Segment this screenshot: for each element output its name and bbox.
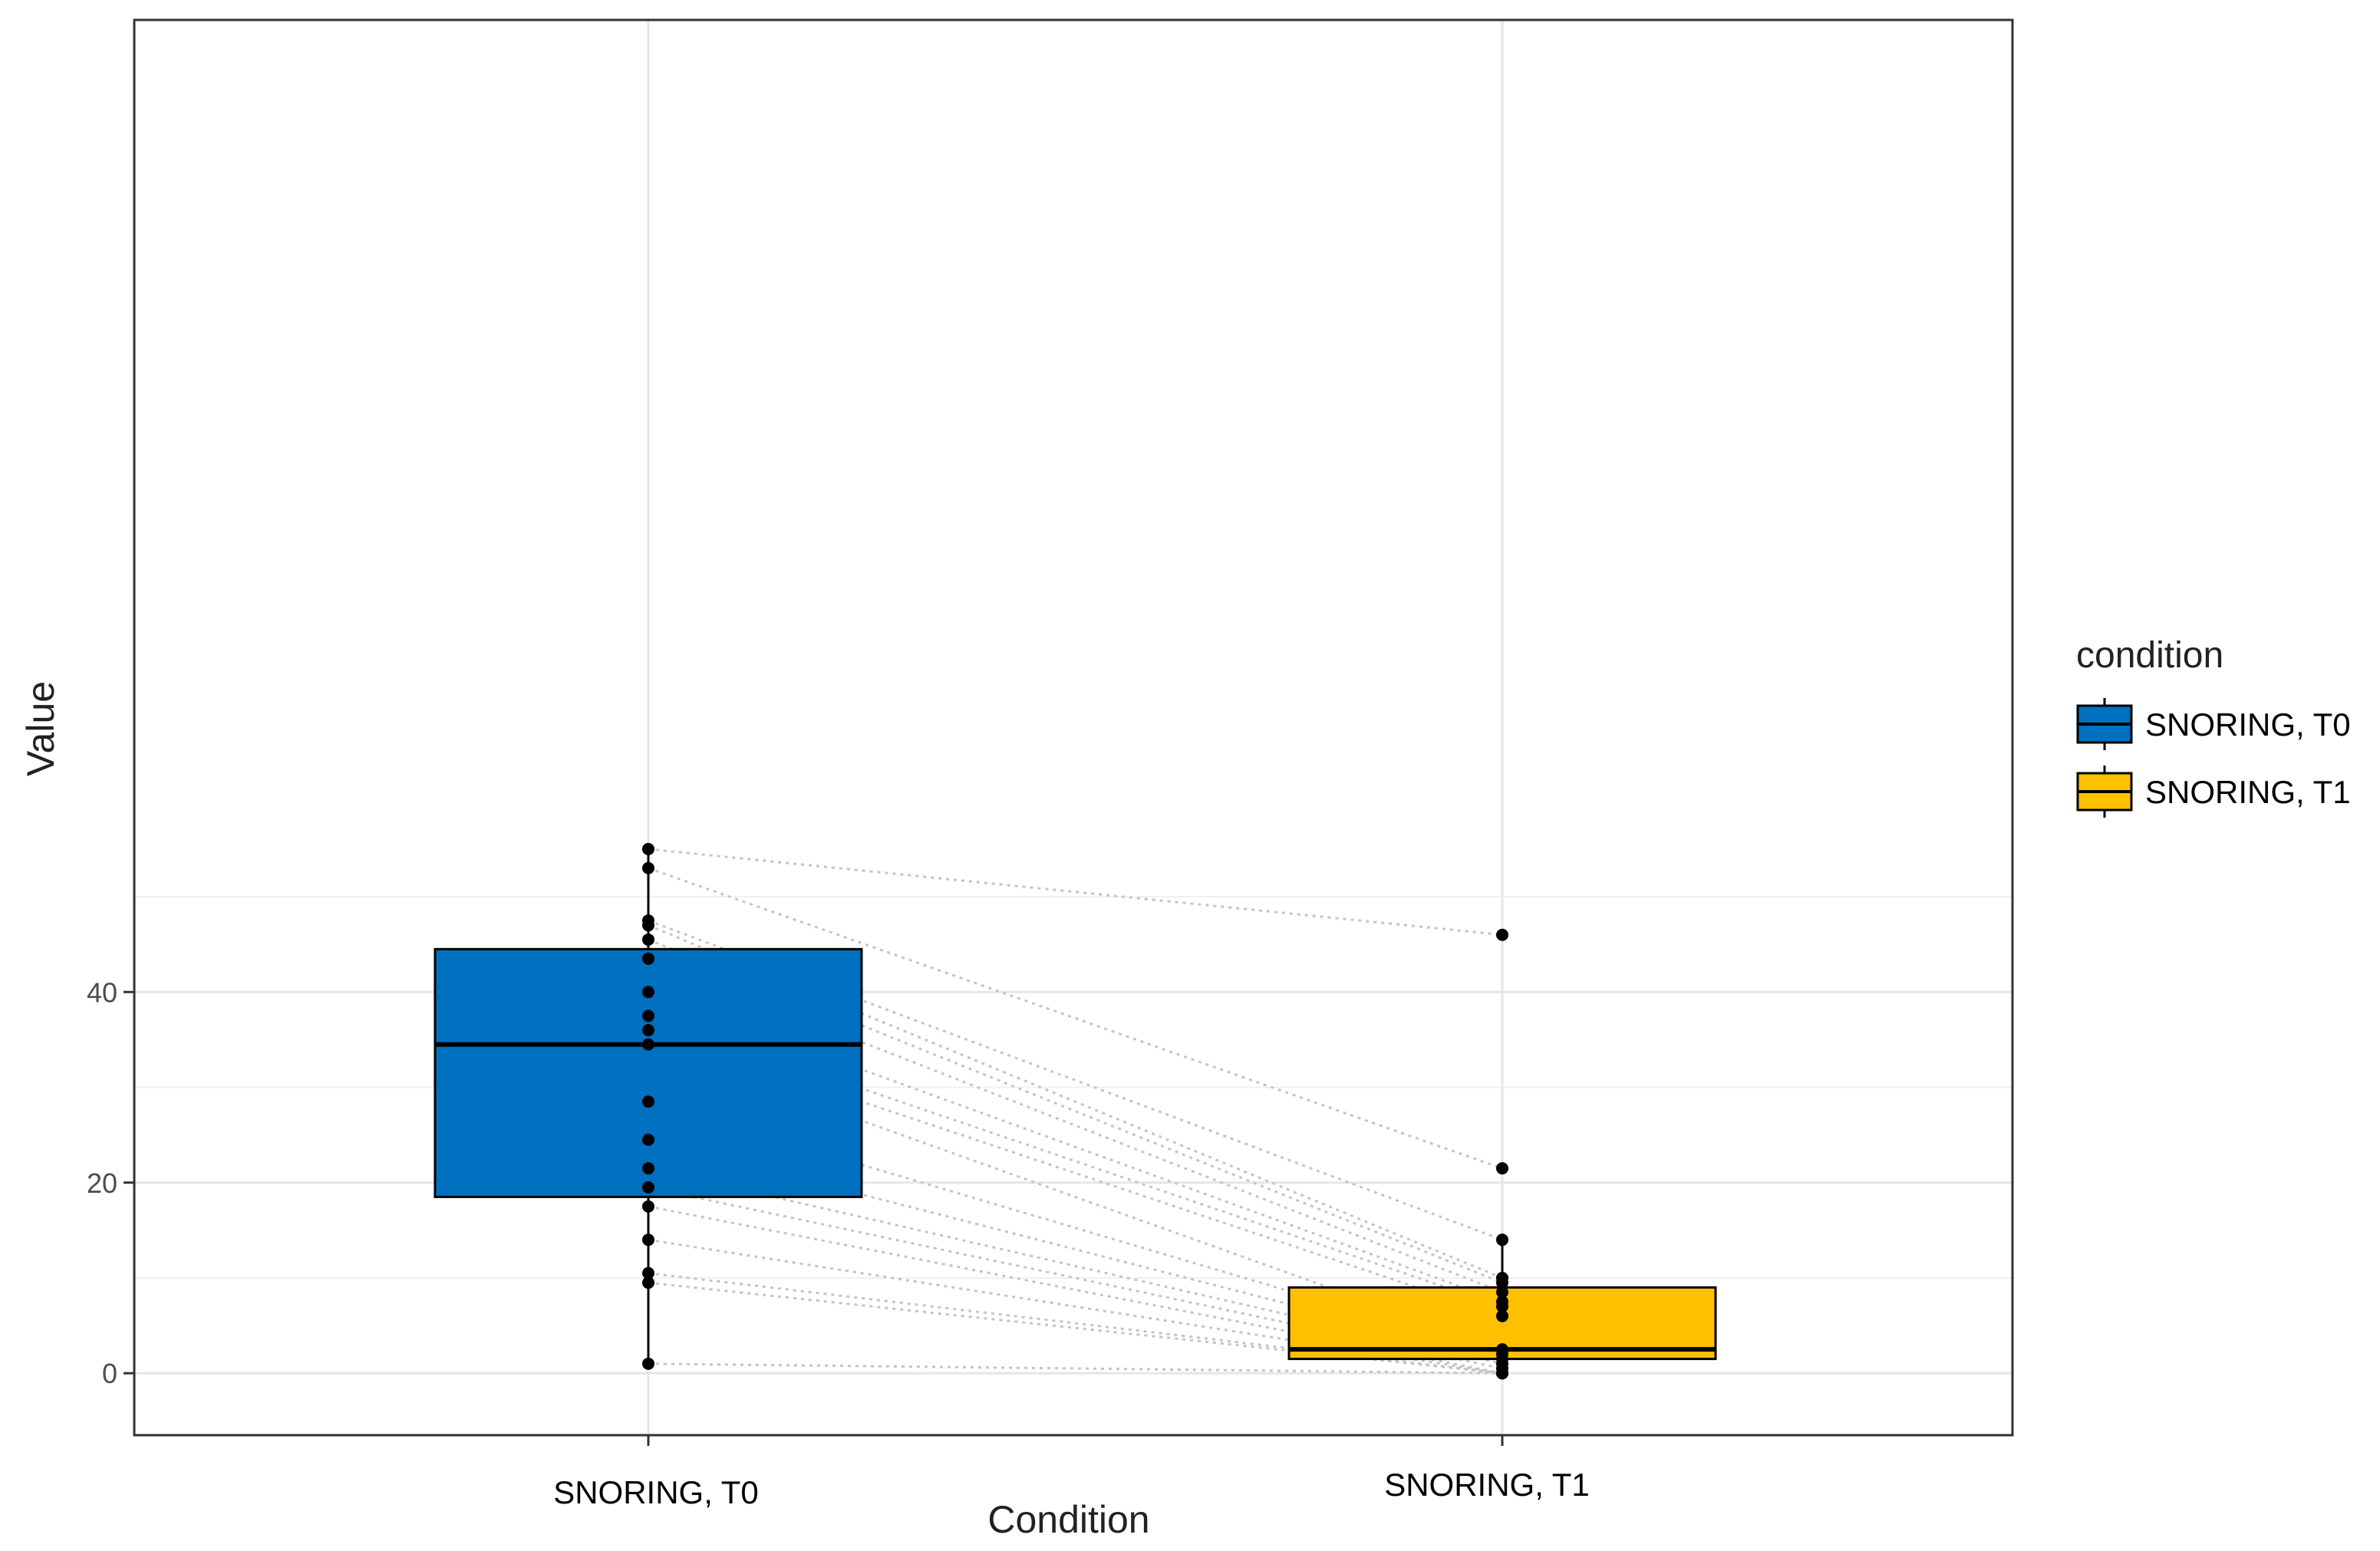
data-point — [642, 1200, 654, 1213]
y-tick-label: 40 — [87, 976, 117, 1008]
data-point — [1496, 1367, 1508, 1380]
data-point — [642, 933, 654, 946]
data-point — [642, 842, 654, 855]
data-point — [1496, 928, 1508, 941]
paired-line — [648, 848, 1503, 937]
paired-line — [648, 867, 1503, 1170]
y-tick-label: 20 — [87, 1167, 117, 1199]
paired-line — [648, 919, 1503, 1241]
x-tick-label: SNORING, T1 — [1384, 1467, 1590, 1503]
data-point — [1496, 1309, 1508, 1322]
data-point — [1496, 1286, 1508, 1299]
plot-border — [133, 18, 2014, 1437]
legend-title: condition — [2076, 635, 2223, 676]
data-point — [642, 1095, 654, 1108]
data-point — [1496, 1162, 1508, 1175]
data-point — [1496, 1276, 1508, 1289]
data-point — [642, 1023, 654, 1036]
data-point — [642, 1133, 654, 1146]
x-axis-title: Condition — [987, 1498, 1149, 1541]
data-point — [642, 952, 654, 965]
data-point — [642, 1233, 654, 1246]
data-point — [642, 986, 654, 999]
paired-line — [648, 990, 1503, 1303]
data-point — [642, 1009, 654, 1022]
data-point — [642, 1276, 654, 1289]
data-point — [642, 861, 654, 874]
y-axis: 0 20 40 — [87, 976, 134, 1389]
legend-label: SNORING, T0 — [2145, 706, 2351, 743]
y-tick-label: 0 — [102, 1358, 117, 1389]
data-point — [642, 1181, 654, 1194]
legend-label: SNORING, T1 — [2145, 774, 2351, 810]
y-axis-title: Value — [19, 681, 62, 776]
x-axis: SNORING, T0 SNORING, T1 — [553, 1435, 1590, 1510]
data-point — [1496, 1233, 1508, 1246]
data-points — [642, 842, 1508, 1380]
plot-panel — [134, 20, 2012, 1435]
paired-line — [648, 1238, 1503, 1375]
legend: condition SNORING, T0 SNORING, T1 — [2076, 635, 2351, 818]
data-point — [642, 919, 654, 932]
data-point — [642, 1357, 654, 1370]
paired-line — [648, 1043, 1503, 1351]
data-point — [642, 1038, 654, 1051]
data-point — [1496, 1300, 1508, 1313]
data-point — [642, 1162, 654, 1175]
data-point — [642, 1266, 654, 1279]
x-tick-label: SNORING, T0 — [553, 1474, 759, 1510]
